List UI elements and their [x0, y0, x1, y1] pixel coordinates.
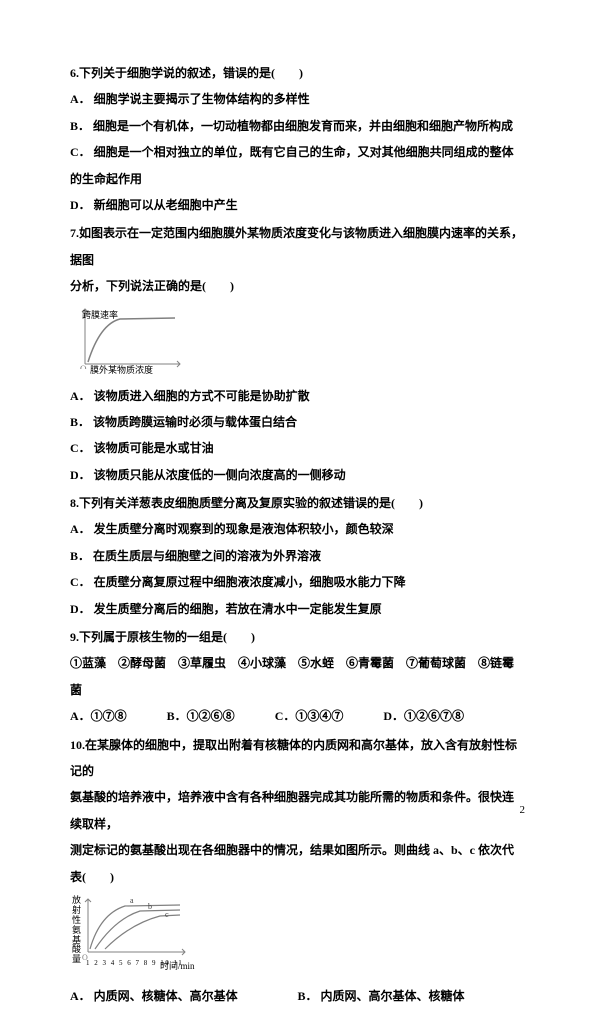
q6-option-a: A． 细胞学说主要揭示了生物体结构的多样性 — [70, 86, 525, 112]
q7-option-d: D． 该物质只能从浓度低的一侧向浓度高的一侧移动 — [70, 462, 525, 488]
q7-stem-2: 分析，下列说法正确的是( ) — [70, 273, 525, 299]
q10-stem-1: 10.在某腺体的细胞中，提取出附着有核糖体的内质网和高尔基体，放入含有放射性标记… — [70, 732, 525, 785]
q6-stem: 6.下列关于细胞学说的叙述，错误的是( ) — [70, 60, 525, 86]
q10-options-row: A． 内质网、核糖体、高尔基体 B． 内质网、高尔基体、核糖体 — [70, 983, 525, 1009]
q7-origin: O — [80, 364, 87, 369]
q7-x-label: 膜外某物质浓度 — [90, 361, 153, 381]
q9-option-c: C．①③④⑦ — [275, 703, 344, 729]
q7-option-b: B． 该物质跨膜运输时必须与载体蛋白结合 — [70, 409, 525, 435]
q10-stem-3: 测定标记的氨基酸出现在各细胞器中的情况，结果如图所示。则曲线 a、b、c 依次代… — [70, 837, 525, 890]
q9-option-a: A．①⑦⑧ — [70, 703, 127, 729]
q7-stem-1: 7.如图表示在一定范围内细胞膜外某物质浓度变化与该物质进入细胞膜内速率的关系，据… — [70, 220, 525, 273]
q10-option-b: B． 内质网、高尔基体、核糖体 — [298, 983, 526, 1009]
q8-option-b: B． 在质生质层与细胞壁之间的溶液为外界溶液 — [70, 543, 525, 569]
page-number: 2 — [520, 798, 526, 822]
q9-option-b: B．①②⑥⑧ — [167, 703, 235, 729]
q10-label-b: b — [148, 902, 152, 911]
q6-option-c: C． 细胞是一个相对独立的单位，既有它自己的生命，又对其他细胞共同组成的整体的生… — [70, 139, 525, 192]
q10-x-label: 时间/min — [160, 957, 195, 977]
q6-option-d: D． 新细胞可以从老细胞中产生 — [70, 192, 525, 218]
q9-items: ①蓝藻 ②酵母菌 ③草履虫 ④小球藻 ⑤水蛭 ⑥青霉菌 ⑦葡萄球菌 ⑧链霉菌 — [70, 650, 525, 703]
q10-label-c: c — [165, 910, 169, 919]
q10-stem-2: 氨基酸的培养液中，培养液中含有各种细胞器完成其功能所需的物质和条件。很快连续取样… — [70, 784, 525, 837]
q10-option-a: A． 内质网、核糖体、高尔基体 — [70, 983, 298, 1009]
q7-option-a: A． 该物质进入细胞的方式不可能是协助扩散 — [70, 383, 525, 409]
question-8: 8.下列有关洋葱表皮细胞质壁分离及复原实验的叙述错误的是( ) A． 发生质壁分… — [70, 490, 525, 622]
q7-option-c: C． 该物质可能是水或甘油 — [70, 435, 525, 461]
q8-stem: 8.下列有关洋葱表皮细胞质壁分离及复原实验的叙述错误的是( ) — [70, 490, 525, 516]
q8-option-d: D． 发生质壁分离后的细胞，若放在清水中一定能发生复原 — [70, 596, 525, 622]
q10-chart: 放射性氨基酸量 a b c O 1 2 3 4 5 6 7 8 9 10 11 … — [70, 894, 200, 979]
q7-chart: 跨膜速率 O 膜外某物质浓度 — [70, 304, 200, 379]
q6-option-b: B． 细胞是一个有机体，一切动植物都由细胞发育而来，并由细胞和细胞产物所构成 — [70, 113, 525, 139]
q9-options-row: A．①⑦⑧ B．①②⑥⑧ C．①③④⑦ D．①②⑥⑦⑧ — [70, 703, 525, 729]
q8-option-c: C． 在质壁分离复原过程中细胞液浓度减小，细胞吸水能力下降 — [70, 569, 525, 595]
q10-curve-c — [105, 915, 180, 949]
q10-chart-svg: a b c O — [70, 894, 195, 964]
question-9: 9.下列属于原核生物的一组是( ) ①蓝藻 ②酵母菌 ③草履虫 ④小球藻 ⑤水蛭… — [70, 624, 525, 730]
q7-y-label: 跨膜速率 — [82, 306, 118, 326]
q10-label-a: a — [130, 896, 134, 905]
q10-y-label: 放射性氨基酸量 — [72, 896, 81, 965]
q9-stem: 9.下列属于原核生物的一组是( ) — [70, 624, 525, 650]
question-6: 6.下列关于细胞学说的叙述，错误的是( ) A． 细胞学说主要揭示了生物体结构的… — [70, 60, 525, 218]
q8-option-a: A． 发生质壁分离时观察到的现象是液泡体积较小，颜色较深 — [70, 516, 525, 542]
question-10: 10.在某腺体的细胞中，提取出附着有核糖体的内质网和高尔基体，放入含有放射性标记… — [70, 732, 525, 1009]
question-7: 7.如图表示在一定范围内细胞膜外某物质浓度变化与该物质进入细胞膜内速率的关系，据… — [70, 220, 525, 488]
q9-option-d: D．①②⑥⑦⑧ — [383, 703, 464, 729]
